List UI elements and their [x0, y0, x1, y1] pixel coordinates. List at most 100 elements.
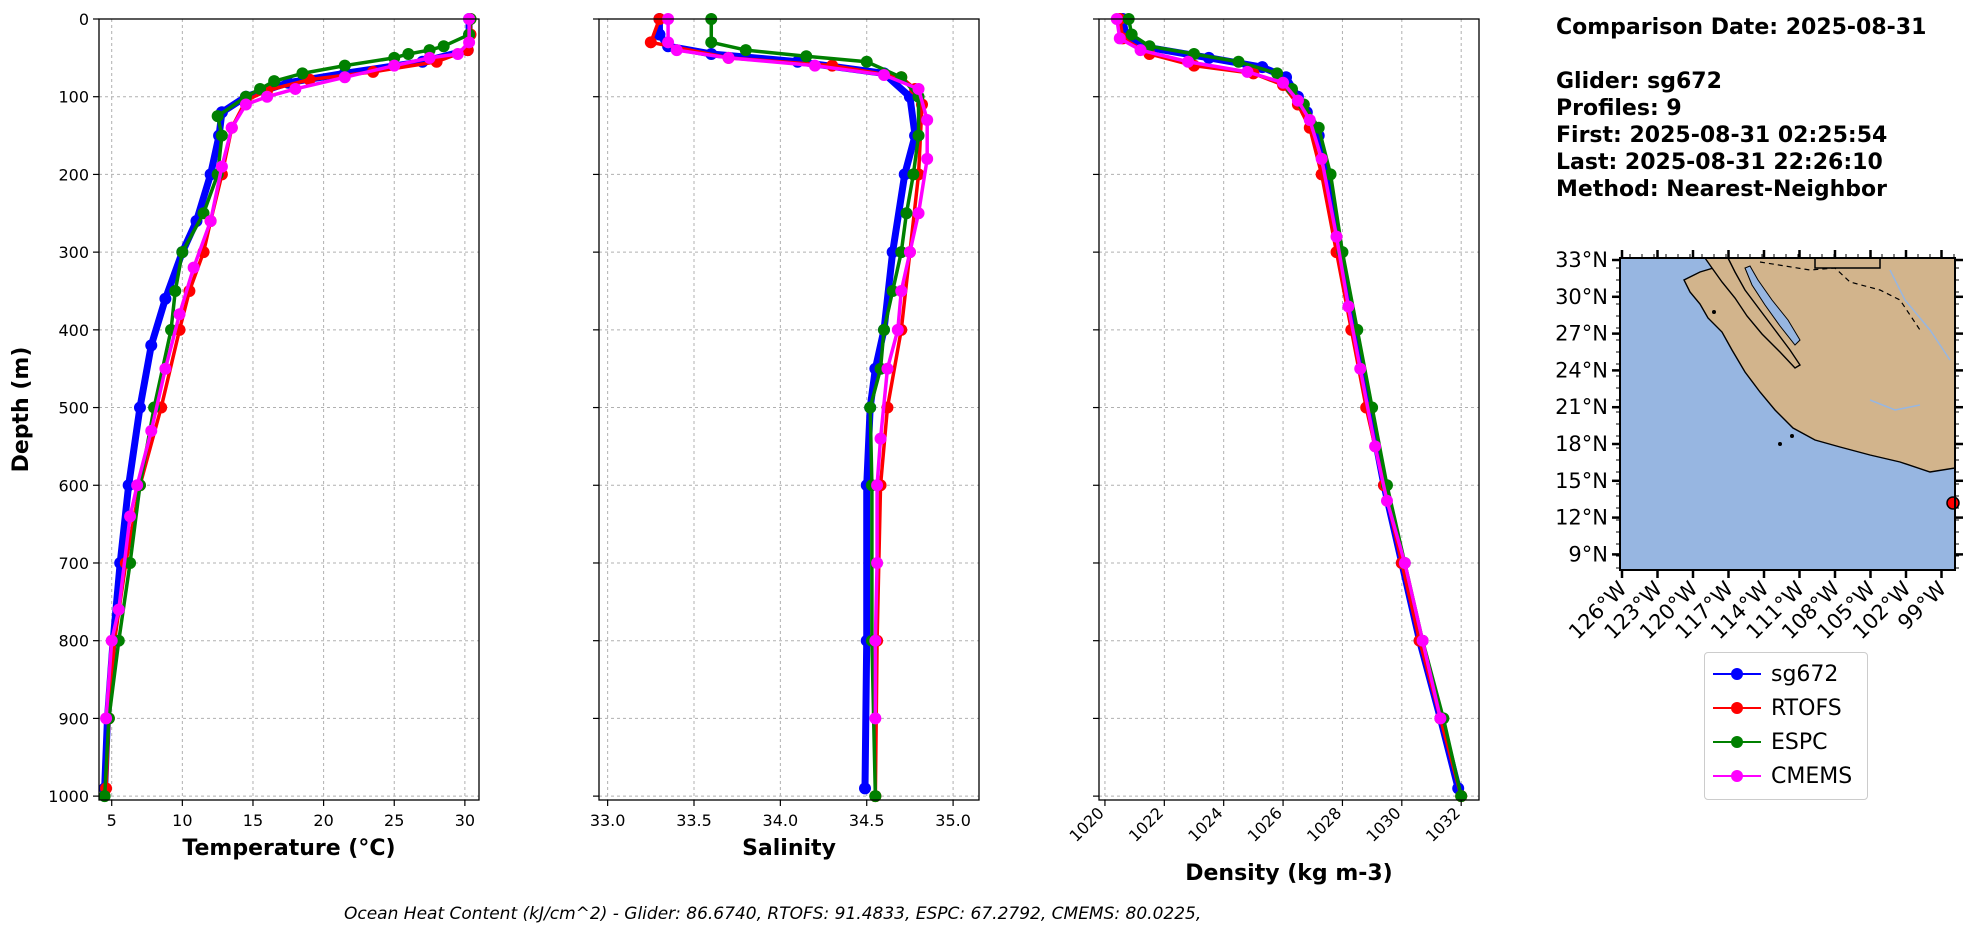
- baja-peninsula: [1703, 257, 1801, 369]
- data-point-cmems: [1315, 152, 1328, 165]
- data-point-espc: [800, 50, 813, 63]
- data-point-cmems: [1434, 712, 1447, 725]
- data-point-cmems: [112, 603, 125, 616]
- latitude-label: 33°N: [1555, 248, 1608, 272]
- data-point-cmems: [124, 510, 137, 523]
- data-point-espc: [860, 55, 873, 68]
- data-point-espc: [169, 284, 182, 297]
- data-point-espc: [895, 246, 908, 259]
- data-point-cmems: [1342, 300, 1355, 313]
- data-point-espc: [739, 44, 752, 57]
- legend-item-rtofs: RTOFS: [1711, 693, 1842, 723]
- data-point-cmems: [808, 59, 821, 72]
- x-axis-label: Salinity: [742, 836, 836, 861]
- data-point-espc: [211, 110, 224, 123]
- data-point-cmems: [159, 362, 172, 375]
- river: [1869, 399, 1921, 411]
- data-point-cmems: [921, 114, 934, 127]
- legend-marker: [1731, 736, 1743, 748]
- series-line-sg672: [1119, 18, 1462, 790]
- legend: sg672 RTOFS ESPC CMEMS: [1704, 652, 1868, 800]
- glider-location-marker: [1946, 496, 1960, 510]
- legend-label: CMEMS: [1771, 763, 1853, 789]
- legend-swatch-cmems: [1713, 770, 1761, 782]
- data-point-cmems: [1330, 230, 1343, 243]
- data-point-cmems: [912, 207, 925, 220]
- legend-swatch-sg672: [1713, 668, 1761, 680]
- latitude-label: 18°N: [1555, 432, 1608, 456]
- data-point-sg672: [886, 246, 899, 259]
- y-tick-label: 1000: [48, 787, 89, 806]
- y-tick-label: 300: [58, 243, 89, 262]
- data-point-espc: [886, 284, 899, 297]
- data-point-cmems: [187, 261, 200, 274]
- x-tick-label: 35.0: [935, 811, 971, 830]
- data-point-espc: [268, 75, 281, 88]
- x-axis-label: Density (kg m-3): [1185, 861, 1393, 886]
- data-point-sg672: [859, 782, 871, 795]
- x-tick-label: 25: [384, 811, 404, 830]
- x-tick-label: 1026: [1244, 803, 1286, 845]
- data-point-cmems: [1398, 556, 1411, 569]
- y-tick-label: 900: [58, 709, 89, 728]
- data-point-cmems: [173, 308, 186, 321]
- data-point-espc: [878, 323, 890, 336]
- data-point-espc: [907, 168, 920, 181]
- y-tick-label: 500: [58, 399, 89, 418]
- x-tick-label: 20: [313, 811, 333, 830]
- latitude-label: 24°N: [1555, 358, 1608, 382]
- data-point-cmems: [871, 479, 884, 492]
- data-point-cmems: [1291, 94, 1304, 107]
- island: [1790, 434, 1794, 438]
- latitude-label: 21°N: [1555, 395, 1608, 419]
- x-tick-label: 33.5: [676, 811, 712, 830]
- data-point-espc: [1125, 28, 1138, 41]
- data-point-espc: [1324, 168, 1337, 181]
- y-tick-label: 600: [58, 476, 89, 495]
- x-tick-label: 1030: [1362, 803, 1404, 845]
- data-point-cmems: [878, 68, 890, 81]
- data-point-espc: [215, 129, 228, 142]
- y-tick-label: 0: [79, 10, 89, 29]
- legend-swatch-rtofs: [1713, 702, 1761, 714]
- country-border: [1814, 258, 1881, 269]
- data-point-cmems: [1113, 32, 1126, 45]
- data-point-cmems: [1369, 440, 1382, 453]
- x-tick-label: 5: [107, 811, 117, 830]
- data-point-cmems: [869, 712, 882, 725]
- x-tick-label: 34.5: [849, 811, 885, 830]
- data-point-espc: [402, 47, 415, 60]
- x-tick-label: 1032: [1422, 803, 1464, 845]
- data-point-sg672: [159, 292, 172, 305]
- x-tick-label: 1024: [1184, 803, 1226, 845]
- first-time: First: 2025-08-31 02:25:54: [1556, 123, 1888, 148]
- y-tick-label: 700: [58, 554, 89, 573]
- data-point-cmems: [871, 556, 884, 569]
- last-time: Last: 2025-08-31 22:26:10: [1556, 150, 1883, 175]
- data-point-cmems: [145, 424, 158, 437]
- legend-marker: [1731, 668, 1743, 680]
- data-point-cmems: [451, 47, 464, 60]
- x-tick-label: 1028: [1303, 803, 1345, 845]
- x-tick-label: 10: [172, 811, 192, 830]
- legend-label: RTOFS: [1771, 695, 1842, 721]
- data-point-espc: [338, 59, 351, 72]
- data-point-espc: [869, 790, 882, 803]
- ocean-heat-content-footer: Ocean Heat Content (kJ/cm^2) - Glider: 8…: [344, 904, 1202, 924]
- data-point-espc: [1312, 121, 1325, 134]
- data-point-cmems: [423, 51, 436, 64]
- x-tick-label: 34.0: [763, 811, 799, 830]
- data-point-cmems: [662, 36, 675, 49]
- data-point-espc: [912, 129, 925, 142]
- plot-frame: [98, 18, 480, 801]
- latitude-label: 9°N: [1568, 542, 1608, 566]
- island: [1778, 442, 1782, 446]
- data-point-espc: [437, 40, 450, 53]
- data-point-rtofs: [644, 36, 657, 49]
- plot-frame: [598, 18, 980, 801]
- latitude-label: 15°N: [1555, 469, 1608, 493]
- latitude-label: 30°N: [1555, 285, 1608, 309]
- data-point-cmems: [225, 121, 238, 134]
- data-point-cmems: [388, 59, 401, 72]
- legend-label: ESPC: [1771, 729, 1828, 755]
